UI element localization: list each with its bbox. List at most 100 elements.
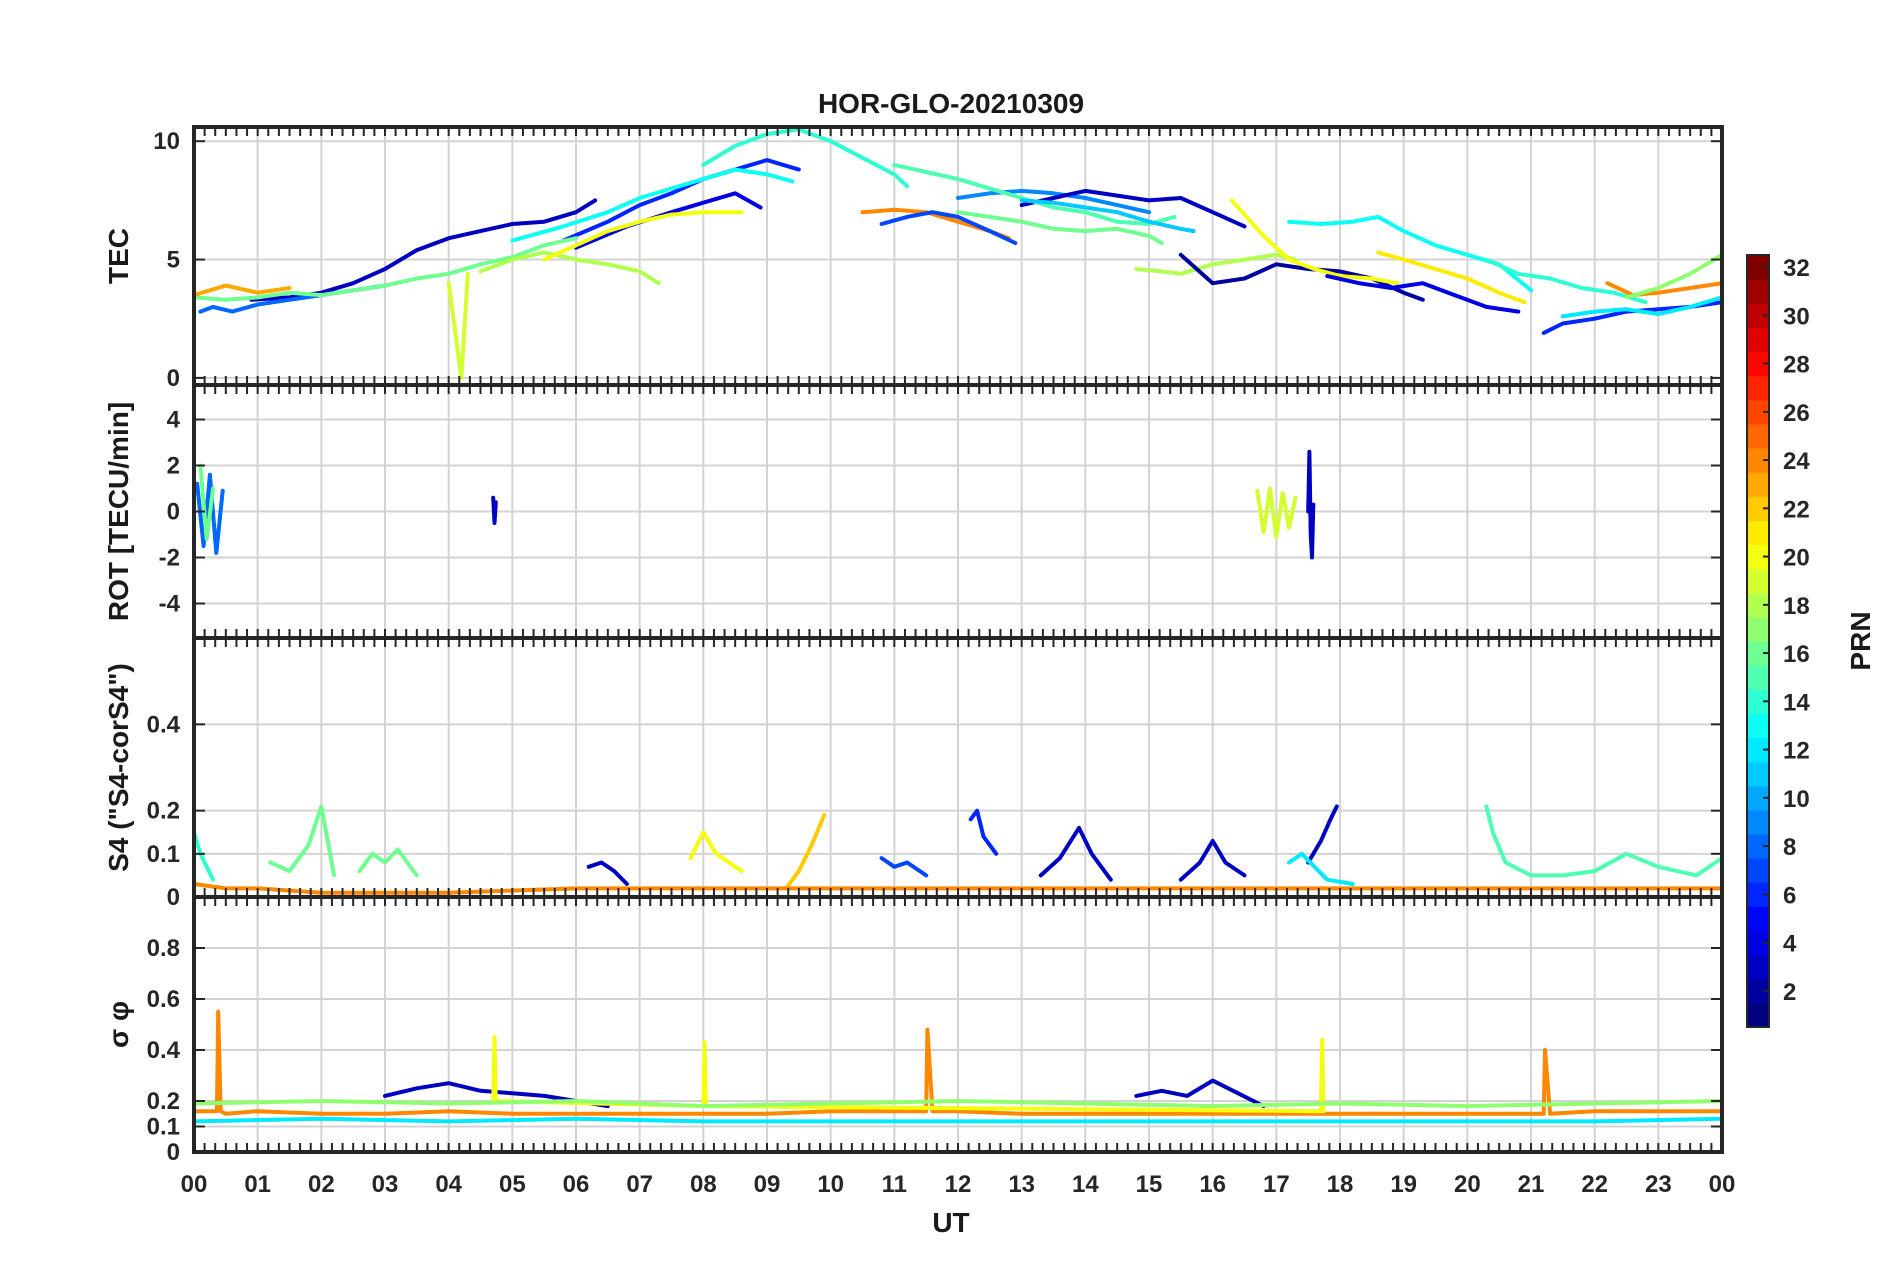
series-line-prn-20 [1229, 198, 1400, 286]
x-tick-label: 06 [563, 1171, 590, 1198]
x-tick-label: 19 [1390, 1171, 1417, 1198]
colorbar-segment [1747, 641, 1769, 666]
series-line-prn-11 [1019, 198, 1196, 234]
y-tick-label: -2 [159, 545, 180, 572]
series-line-prn-16 [956, 210, 1164, 245]
y-tick-label: 0 [167, 1139, 180, 1166]
colorbar-segment [1747, 375, 1769, 401]
x-axis: 00 01 02 03 04 05 06 07 08 09 10 11 12 13 14 15 16 17 18 19… [181, 1171, 1736, 1198]
colorbar-segment [1747, 737, 1769, 763]
series-line-prn-21 [1376, 250, 1527, 305]
s4-panel: 0 0.1 0.2 0.4 S4 ("S4-corS4") [103, 636, 1724, 911]
y-axis-label-sigphi: σ φ [103, 1001, 134, 1048]
series-line-prn-3 [1038, 825, 1113, 882]
colorbar-tick-label: 6 [1783, 882, 1796, 909]
x-tick-label: 21 [1518, 1171, 1545, 1198]
colorbar-tick-label: 16 [1783, 641, 1810, 668]
colorbar-segment [1747, 761, 1769, 787]
y-tick-label: -4 [159, 591, 181, 618]
x-tick-label: 22 [1581, 1171, 1608, 1198]
series-line-prn-14 [1484, 257, 1648, 305]
colorbar-tick-label: 8 [1783, 834, 1796, 861]
series-line-prn-3 [249, 198, 598, 302]
series-line-prn-9 [956, 188, 1151, 215]
series-line-prn-12 [194, 1116, 1722, 1124]
colorbar-segment [1747, 882, 1769, 907]
x-tick-label: 04 [435, 1171, 462, 1198]
series-line-prn-4 [574, 191, 763, 250]
series-line-prn-24 [194, 1009, 1722, 1116]
colorbar-segment [1747, 255, 1769, 280]
x-tick-label: 00 [181, 1171, 208, 1198]
y-tick-label: 0.2 [147, 1088, 180, 1115]
colorbar-segment [1747, 592, 1769, 618]
series-line-prn-3 [586, 860, 629, 886]
series-line-prn-12 [1560, 295, 1722, 319]
series-line-prn-14 [701, 127, 910, 189]
series-line-prn-18 [1134, 252, 1298, 276]
series-line-prn-19 [446, 271, 470, 380]
series-line-prn-3 [491, 495, 498, 525]
colorbar-tick-label: 14 [1783, 689, 1810, 716]
colorbar-segment [1747, 496, 1769, 521]
y-tick-label: 5 [167, 247, 180, 274]
colorbar-segment [1747, 954, 1769, 980]
sigma-phi-panel: 00.10.2 0.4 0.6 0.8 σ φ [103, 895, 1724, 1166]
y-tick-label: 0.4 [147, 711, 181, 738]
series-line-prn-24 [1605, 281, 1722, 298]
series-line-prn-16 [194, 236, 578, 302]
series-line-prn-16 [357, 847, 419, 878]
series-line-prn-15 [1484, 804, 1722, 878]
y-tick-label: 0.1 [147, 1114, 180, 1141]
series-line-prn-13 [1287, 214, 1533, 293]
series-line-prn-17 [1624, 252, 1722, 300]
series-line-prn-16 [198, 463, 216, 542]
y-tick-label: 0.8 [147, 935, 180, 962]
colorbar-tick-label: 12 [1783, 738, 1810, 765]
colorbar-segment [1747, 1002, 1769, 1028]
series-line-prn-8 [195, 472, 225, 555]
series-line-prn-12 [1287, 851, 1355, 886]
x-tick-label: 07 [626, 1171, 653, 1198]
rot-panel: -4 -2 0 2 4 ROT [TECU/min] [103, 383, 1724, 640]
x-tick-label: 18 [1327, 1171, 1354, 1198]
y-tick-label: 0.4 [147, 1037, 181, 1064]
colorbar-tick-label: 4 [1783, 931, 1797, 958]
colorbar-segment [1747, 327, 1769, 353]
x-tick-label: 20 [1454, 1171, 1481, 1198]
colorbar-segment [1747, 520, 1769, 546]
y-tick-label: 0.6 [147, 986, 180, 1013]
series-line-prn-3 [1178, 838, 1247, 882]
colorbar-segment [1747, 303, 1769, 328]
colorbar-segment [1747, 713, 1769, 739]
series-line-prn-17 [194, 1099, 1722, 1109]
colorbar-tick-label: 2 [1783, 979, 1796, 1006]
series-line-prn-18 [478, 250, 661, 286]
colorbar-segment [1747, 544, 1769, 570]
series-line-prn-16 [268, 804, 337, 878]
series-line-prn-14 [194, 830, 216, 882]
colorbar-segment [1747, 906, 1769, 932]
y-tick-label: 0 [167, 365, 180, 392]
colorbar-label: PRN [1845, 611, 1876, 670]
y-tick-label: 0 [167, 884, 180, 911]
x-tick-label: 09 [754, 1171, 781, 1198]
colorbar-tick-label: 30 [1783, 303, 1810, 330]
x-tick-label: 13 [1008, 1171, 1035, 1198]
colorbar-segment [1747, 834, 1769, 859]
series-line-prn-6 [968, 808, 999, 856]
colorbar-segment [1747, 448, 1769, 473]
chart-title: HOR-GLO-20210309 [818, 88, 1084, 119]
colorbar-segment [1747, 568, 1769, 594]
series-line-prn-3 [1019, 188, 1247, 229]
colorbar-segment [1747, 399, 1769, 425]
series-line-prn-3 [1306, 804, 1339, 865]
series-line-prn-19 [1255, 486, 1298, 539]
colorbar-tick-label: 18 [1783, 593, 1810, 620]
colorbar-tick-label: 24 [1783, 448, 1810, 475]
colorbar-segment [1747, 423, 1769, 449]
y-tick-label: 10 [153, 128, 180, 155]
series-line-prn-2 [1178, 252, 1425, 302]
